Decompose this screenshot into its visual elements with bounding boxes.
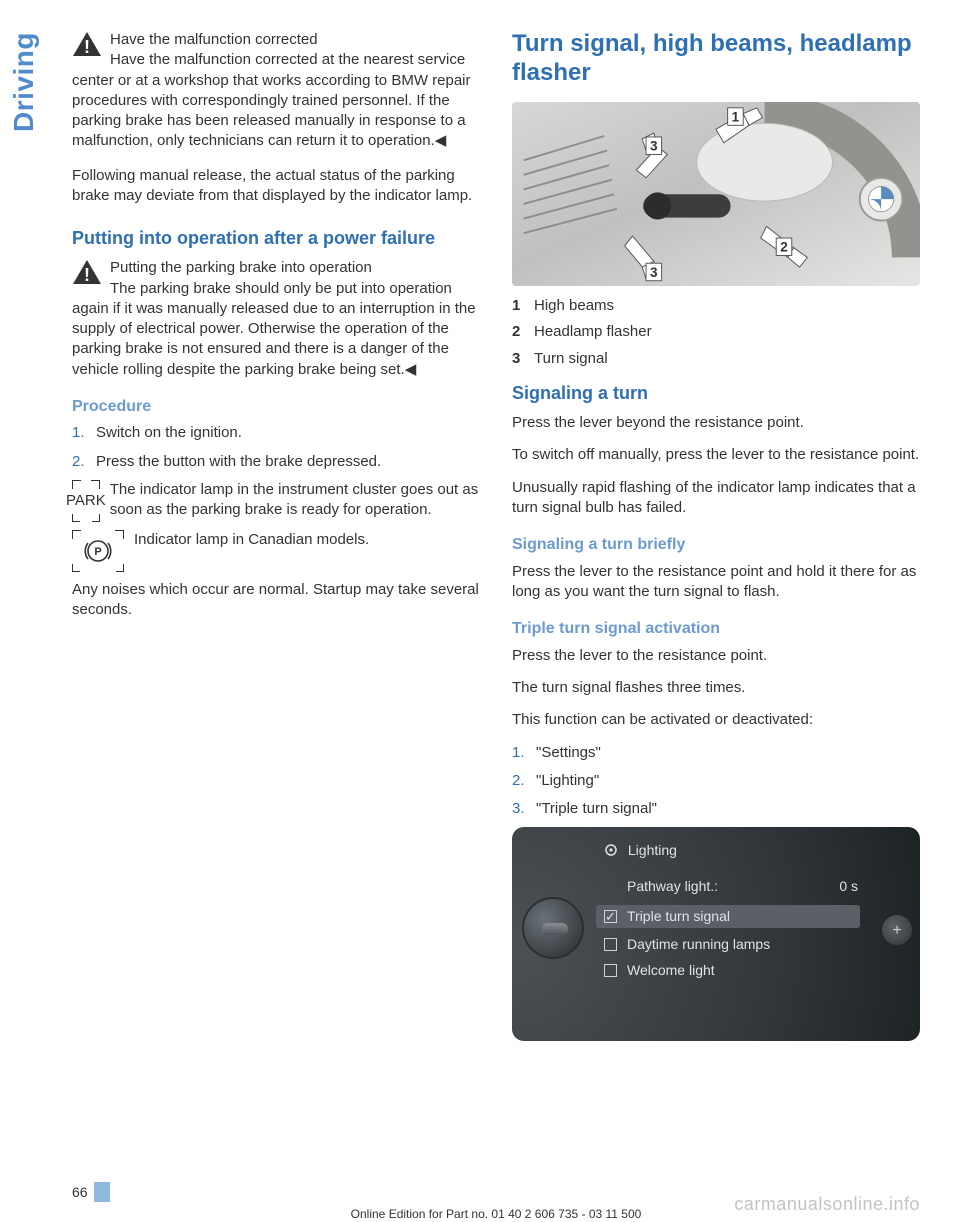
svg-text:3: 3	[650, 138, 658, 153]
svg-text:3: 3	[650, 264, 658, 279]
screen-header-text: Lighting	[628, 842, 677, 858]
paragraph: This function can be activated or deacti…	[512, 710, 920, 730]
paragraph: Press the lever to the resistance point …	[512, 562, 920, 603]
screen-row: Pathway light.:	[604, 877, 718, 896]
screen-row-label: Triple turn signal	[627, 907, 730, 926]
step-text: "Triple turn signal"	[536, 800, 657, 817]
indicator-text: The indicator lamp in the instrument clu…	[110, 480, 480, 521]
paragraph: Press the lever to the resistance point.	[512, 646, 920, 666]
list-item: 2.Press the button with the brake depres…	[72, 452, 480, 472]
paragraph: Any noises which occur are normal. Start…	[72, 580, 480, 621]
page-number: 66	[72, 1183, 94, 1202]
diagram-legend: 1High beams 2Headlamp flasher 3Turn sign…	[512, 296, 920, 369]
legend-item: 1High beams	[512, 296, 920, 316]
park-label: PARK	[72, 480, 100, 522]
heading-triple-signal: Triple turn signal activation	[512, 618, 920, 640]
paragraph: Unusually rapid flashing of the indicato…	[512, 478, 920, 519]
indicator-row-canadian: P Indicator lamp in Canadian models.	[72, 530, 480, 572]
svg-text:!: !	[84, 37, 90, 57]
heading-signal-brief: Signaling a turn briefly	[512, 534, 920, 556]
list-item: 1."Settings"	[512, 743, 920, 763]
step-text: Switch on the ignition.	[96, 424, 242, 441]
legend-value: High beams	[534, 297, 614, 314]
paragraph: Press the lever beyond the resistance po…	[512, 413, 920, 433]
legend-key: 2	[512, 322, 534, 342]
list-item: 1.Switch on the ignition.	[72, 423, 480, 443]
list-item: 3."Triple turn signal"	[512, 799, 920, 819]
heading-signal-turn: Signaling a turn	[512, 381, 920, 405]
indicator-text: Indicator lamp in Canadian models.	[134, 530, 369, 550]
svg-text:P: P	[94, 546, 101, 558]
checkbox-icon	[604, 964, 617, 977]
warning-icon: !	[72, 259, 102, 285]
legend-key: 3	[512, 349, 534, 369]
screen-row-highlighted: Triple turn signal	[596, 905, 860, 928]
checkbox-checked-icon	[604, 910, 617, 923]
screen-row-label: Pathway light.:	[627, 877, 718, 896]
heading-procedure: Procedure	[72, 396, 480, 418]
warning-body: The parking brake should only be put int…	[72, 280, 476, 378]
left-column: ! Have the malfunction corrected Have th…	[72, 30, 480, 1170]
menu-steps: 1."Settings" 2."Lighting" 3."Triple turn…	[512, 743, 920, 820]
idrive-screenshot: Lighting Pathway light.: 0 s Triple turn…	[512, 827, 920, 1041]
indicator-row-park: PARK The indicator lamp in the instrumen…	[72, 480, 480, 522]
screen-row: Daytime running lamps	[604, 935, 770, 954]
stalk-diagram: 1 2 3 3	[512, 102, 920, 287]
park-indicator-icon: PARK	[72, 480, 100, 522]
paragraph: The turn signal flashes three times.	[512, 678, 920, 698]
warning-title: Putting the parking brake into operation	[110, 259, 372, 276]
right-column: Turn signal, high beams, headlamp flashe…	[512, 30, 920, 1170]
paragraph: Following manual release, the actual sta…	[72, 166, 480, 207]
legend-item: 3Turn signal	[512, 349, 920, 369]
screen-row-label: Daytime running lamps	[627, 935, 770, 954]
step-text: Press the button with the brake depresse…	[96, 453, 381, 470]
svg-text:!: !	[84, 265, 90, 285]
warning-block-2: ! Putting the parking brake into operati…	[72, 258, 480, 380]
idrive-knob-icon	[522, 897, 584, 959]
svg-text:1: 1	[732, 109, 740, 124]
page-number-bar	[94, 1182, 110, 1202]
list-item: 2."Lighting"	[512, 771, 920, 791]
legend-item: 2Headlamp flasher	[512, 322, 920, 342]
screen-row-value: 0 s	[839, 877, 858, 896]
p-circle-indicator-icon: P	[72, 530, 124, 572]
legend-value: Headlamp flasher	[534, 323, 652, 340]
checkbox-icon	[604, 938, 617, 951]
watermark: carmanualsonline.info	[734, 1192, 920, 1216]
procedure-steps: 1.Switch on the ignition. 2.Press the bu…	[72, 423, 480, 472]
section-label: Driving	[5, 32, 43, 132]
legend-key: 1	[512, 296, 534, 316]
svg-text:2: 2	[780, 239, 788, 254]
screen-row-label: Welcome light	[627, 961, 715, 980]
plus-icon	[882, 915, 912, 945]
main-heading: Turn signal, high beams, headlamp flashe…	[512, 30, 920, 88]
screen-header: Lighting	[604, 841, 677, 862]
warning-body: Have the malfunction corrected at the ne…	[72, 51, 471, 149]
warning-title: Have the malfunction corrected	[110, 31, 318, 48]
heading-power-failure: Putting into operation after a power fai…	[72, 226, 480, 250]
screen-row: Welcome light	[604, 961, 715, 980]
step-text: "Lighting"	[536, 772, 599, 789]
gear-icon	[604, 843, 618, 862]
legend-value: Turn signal	[534, 350, 608, 367]
side-tab: Driving	[0, 0, 48, 1222]
step-text: "Settings"	[536, 744, 601, 761]
warning-icon: !	[72, 31, 102, 57]
paragraph: To switch off manually, press the lever …	[512, 445, 920, 465]
warning-block-1: ! Have the malfunction corrected Have th…	[72, 30, 480, 152]
